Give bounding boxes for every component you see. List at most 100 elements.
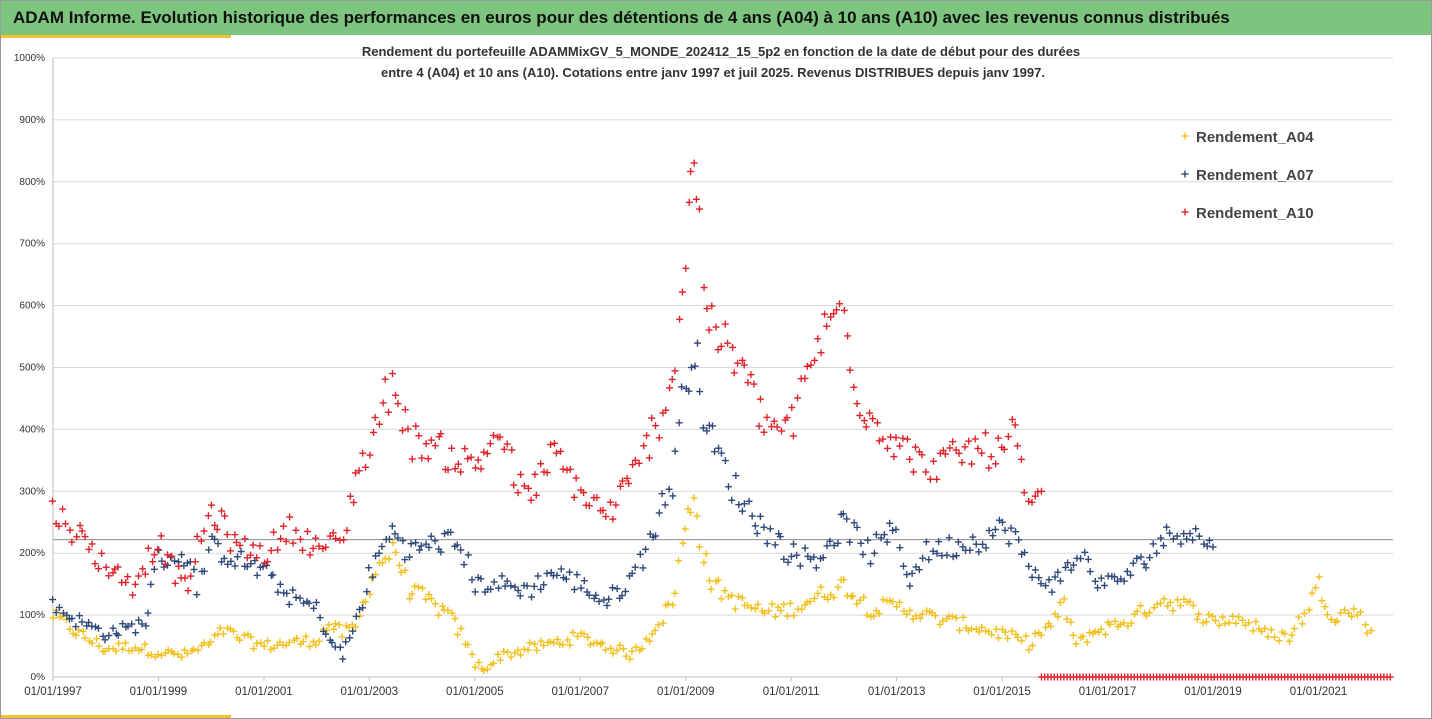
data-point bbox=[1072, 640, 1080, 648]
data-point bbox=[652, 532, 660, 540]
data-point bbox=[1054, 613, 1062, 621]
data-point bbox=[213, 525, 221, 533]
data-point bbox=[1069, 561, 1077, 569]
data-point bbox=[1120, 619, 1128, 627]
data-point bbox=[263, 558, 271, 566]
data-point bbox=[366, 451, 374, 459]
data-point bbox=[1315, 573, 1323, 581]
data-point bbox=[397, 568, 405, 576]
data-point bbox=[669, 601, 677, 609]
data-point bbox=[875, 437, 883, 445]
data-point bbox=[399, 427, 407, 435]
data-point bbox=[703, 305, 711, 313]
data-point bbox=[557, 447, 565, 455]
data-point bbox=[933, 475, 941, 483]
data-point bbox=[289, 586, 297, 594]
data-point bbox=[214, 540, 222, 548]
x-tick-label: 01/01/1999 bbox=[130, 686, 188, 698]
data-point bbox=[1067, 566, 1075, 574]
data-point bbox=[312, 598, 320, 606]
data-point bbox=[276, 580, 284, 588]
data-point bbox=[888, 598, 896, 606]
data-point bbox=[906, 582, 914, 590]
data-point bbox=[316, 614, 324, 622]
data-point bbox=[693, 512, 701, 520]
data-point bbox=[1205, 611, 1213, 619]
data-point bbox=[1056, 577, 1064, 585]
data-point bbox=[503, 440, 511, 448]
data-point bbox=[496, 433, 504, 441]
data-point bbox=[1081, 548, 1089, 556]
data-point bbox=[696, 388, 704, 396]
data-point bbox=[454, 460, 462, 468]
data-point bbox=[55, 603, 63, 611]
data-point bbox=[1106, 620, 1114, 628]
data-point bbox=[922, 538, 930, 546]
data-point bbox=[777, 427, 785, 435]
data-point bbox=[480, 448, 488, 456]
data-point bbox=[985, 527, 993, 535]
data-point bbox=[1015, 536, 1023, 544]
data-point bbox=[88, 639, 96, 647]
data-point bbox=[141, 570, 149, 578]
data-point bbox=[607, 644, 615, 652]
data-point bbox=[605, 595, 613, 603]
data-point bbox=[731, 605, 739, 613]
data-point bbox=[408, 455, 416, 463]
data-point bbox=[330, 625, 338, 633]
data-point bbox=[806, 597, 814, 605]
data-point bbox=[247, 551, 255, 559]
data-point bbox=[979, 540, 987, 548]
data-point bbox=[194, 646, 202, 654]
data-point bbox=[418, 454, 426, 462]
data-point bbox=[830, 310, 838, 318]
data-point bbox=[379, 399, 387, 407]
data-point bbox=[431, 600, 439, 608]
data-point bbox=[105, 572, 113, 580]
data-point bbox=[471, 663, 479, 671]
data-point bbox=[750, 380, 758, 388]
data-point bbox=[178, 653, 186, 661]
data-point bbox=[528, 593, 536, 601]
data-point bbox=[864, 536, 872, 544]
data-point bbox=[872, 530, 880, 538]
data-point bbox=[416, 546, 424, 554]
data-point bbox=[651, 626, 659, 634]
data-point bbox=[1045, 576, 1053, 584]
data-point bbox=[1215, 621, 1223, 629]
data-point bbox=[124, 573, 132, 581]
data-point bbox=[1195, 532, 1203, 540]
data-point bbox=[211, 521, 219, 529]
data-point bbox=[790, 612, 798, 620]
data-point bbox=[811, 356, 819, 364]
data-point bbox=[1169, 535, 1177, 543]
data-point bbox=[180, 562, 188, 570]
data-point bbox=[336, 643, 344, 651]
data-point bbox=[1037, 631, 1045, 639]
data-point bbox=[987, 453, 995, 461]
data-point bbox=[572, 474, 580, 482]
data-point bbox=[968, 460, 976, 468]
data-point bbox=[472, 464, 480, 472]
data-point bbox=[461, 445, 469, 453]
data-point bbox=[812, 564, 820, 572]
data-point bbox=[955, 449, 963, 457]
data-point bbox=[823, 322, 831, 330]
data-point bbox=[1356, 608, 1364, 616]
data-point bbox=[394, 534, 402, 542]
data-point bbox=[1183, 535, 1191, 543]
data-point bbox=[1084, 555, 1092, 563]
data-point bbox=[406, 553, 414, 561]
data-point bbox=[114, 563, 122, 571]
data-point bbox=[200, 527, 208, 535]
data-point bbox=[869, 415, 877, 423]
data-point bbox=[946, 444, 954, 452]
data-point bbox=[877, 534, 885, 542]
data-point bbox=[365, 564, 373, 572]
data-point bbox=[489, 431, 497, 439]
data-point bbox=[306, 551, 314, 559]
data-point bbox=[78, 527, 86, 535]
data-point bbox=[618, 477, 626, 485]
data-point bbox=[692, 195, 700, 203]
